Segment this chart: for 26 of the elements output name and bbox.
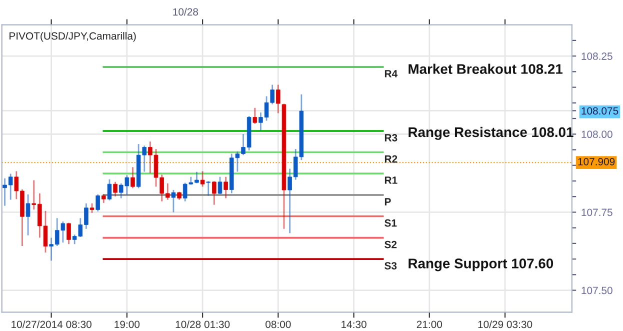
ref-line-label: 107.909	[578, 158, 615, 166]
x-tick-label: 10/28 01:30	[176, 320, 230, 328]
series-label: S3	[384, 262, 397, 270]
annotation: PIVOT(USD/JPY,Camarilla)	[10, 32, 136, 42]
y-tick-label: 108.00	[582, 130, 612, 138]
text: 10/28	[173, 8, 198, 16]
x-tick-label: 14:30	[342, 320, 366, 328]
y-tick-label: 108.075	[582, 107, 618, 115]
y-tick-label: 107.75	[582, 208, 612, 216]
series-label: R2	[384, 155, 398, 163]
x-tick-label: 21:00	[416, 320, 442, 328]
y-tick-label: 108.25	[582, 52, 612, 60]
x-tick-label: 19:00	[114, 320, 140, 328]
annotation: Range Support 107.60	[408, 258, 554, 272]
series-label: S2	[384, 240, 397, 248]
series-label: R4	[384, 70, 398, 78]
series-label: R3	[384, 134, 398, 142]
series-label: P	[384, 198, 391, 206]
x-tick-label: 10/27/2014 08:30	[12, 320, 92, 328]
annotation: Range Resistance 108.01	[408, 126, 574, 140]
y-tick-label: 107.50	[582, 286, 612, 294]
x-tick-label: 08:00	[266, 320, 291, 328]
series-label: S1	[384, 219, 397, 227]
series-label: R1	[384, 176, 398, 184]
x-tick-label: 10/29 03:30	[478, 320, 532, 328]
annotation: Market Breakout 108.21	[408, 64, 563, 74]
